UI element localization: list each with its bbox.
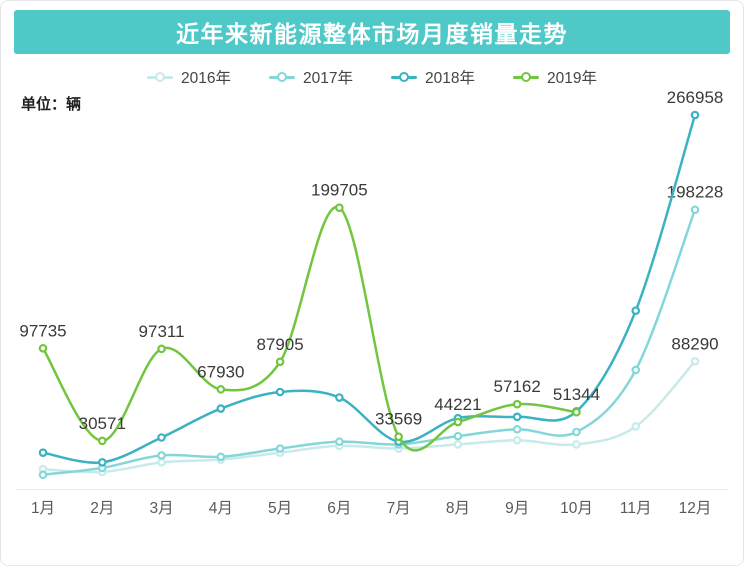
x-axis-label: 2月 xyxy=(90,500,114,517)
x-axis-label: 5月 xyxy=(268,500,292,517)
line-2017年 xyxy=(41,208,697,476)
legend-item-2019年[interactable]: 2019年 xyxy=(512,66,597,88)
data-label: 30571 xyxy=(79,414,126,433)
data-label: 88290 xyxy=(671,334,718,353)
data-point xyxy=(572,427,581,437)
data-point xyxy=(335,393,344,402)
data-point xyxy=(38,470,48,480)
data-point xyxy=(512,435,522,445)
data-point xyxy=(157,433,166,442)
data-point xyxy=(572,440,581,449)
x-axis-label: 11月 xyxy=(620,500,652,517)
data-label: 198228 xyxy=(667,183,724,202)
x-axis-label: 9月 xyxy=(505,500,529,517)
data-label: 97735 xyxy=(19,321,66,340)
data-point xyxy=(631,306,641,315)
data-point xyxy=(512,399,522,409)
data-point xyxy=(631,422,641,431)
data-label: 57162 xyxy=(494,377,541,396)
data-point xyxy=(216,404,226,413)
x-axis-label: 12月 xyxy=(679,500,712,517)
data-point xyxy=(572,407,581,417)
legend-item-2016年[interactable]: 2016年 xyxy=(147,66,231,88)
data-point xyxy=(216,452,226,462)
legend-label: 2017年 xyxy=(303,70,353,87)
line-series-icon xyxy=(269,75,296,79)
data-point xyxy=(216,385,226,394)
data-label: 44221 xyxy=(434,395,481,414)
data-label: 266958 xyxy=(667,88,724,107)
data-label: 199705 xyxy=(311,181,368,200)
data-point xyxy=(690,110,700,120)
data-point xyxy=(157,458,166,467)
data-point xyxy=(275,357,285,367)
data-point xyxy=(97,436,107,446)
data-point xyxy=(157,451,166,460)
data-point xyxy=(97,458,107,467)
data-point xyxy=(157,344,166,354)
data-point xyxy=(275,444,285,453)
x-axis-label: 4月 xyxy=(209,500,233,517)
data-point xyxy=(394,432,403,442)
legend-item-2018年[interactable]: 2018年 xyxy=(391,66,475,88)
legend-label: 2016年 xyxy=(181,70,232,87)
data-point xyxy=(453,431,463,441)
data-label: 87905 xyxy=(256,335,303,354)
data-point xyxy=(38,448,48,457)
x-axis-label: 3月 xyxy=(149,500,173,517)
x-axis-label: 8月 xyxy=(446,500,470,517)
legend-item-2017年[interactable]: 2017年 xyxy=(269,66,353,88)
x-axis-label: 1月 xyxy=(31,500,55,517)
line-series-icon xyxy=(147,75,174,79)
data-point xyxy=(335,437,344,446)
data-point xyxy=(512,424,522,434)
data-label: 51344 xyxy=(553,385,600,404)
line-series-icon xyxy=(391,75,417,79)
x-axis-label: 6月 xyxy=(327,500,351,517)
line-series-icon xyxy=(512,75,539,79)
data-point xyxy=(38,343,48,353)
data-label: 97311 xyxy=(139,322,185,341)
line-2018年 xyxy=(41,113,697,464)
chart-legend: 2016年 2017年 2018年 2019年 xyxy=(1,65,743,89)
legend-label: 2019年 xyxy=(546,70,597,87)
chart-title-bar: 近年来新能源整体市场月度销量走势 xyxy=(14,10,730,54)
data-point xyxy=(335,203,344,213)
chart-title: 近年来新能源整体市场月度销量走势 xyxy=(176,21,568,47)
x-axis-label: 10月 xyxy=(560,500,593,517)
data-point xyxy=(275,387,285,397)
x-axis-label: 7月 xyxy=(387,500,411,517)
data-point xyxy=(512,412,522,422)
data-point xyxy=(631,365,641,375)
unit-label: 单位：辆 xyxy=(21,96,82,113)
data-point xyxy=(453,417,463,427)
data-label: 67930 xyxy=(197,362,244,381)
data-point xyxy=(690,205,700,215)
data-point xyxy=(690,356,700,366)
data-point xyxy=(453,440,463,449)
legend-label: 2018年 xyxy=(425,70,475,87)
data-label: 33569 xyxy=(375,410,422,429)
